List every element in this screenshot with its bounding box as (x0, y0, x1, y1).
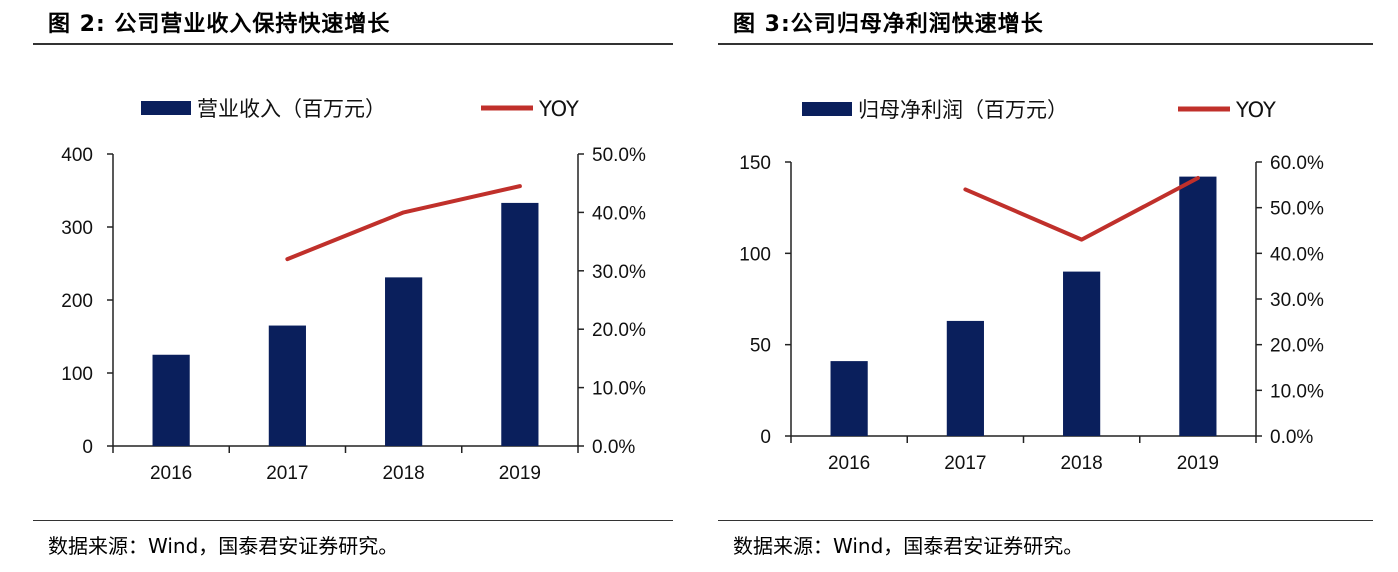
bar (1179, 176, 1217, 436)
source-note: 数据来源：Wind，国泰君安证券研究。 (48, 534, 399, 558)
chart-panel-net-profit: 图 3:公司归母净利润快速增长 归母净利润（百万元） YOY 150 100 50 0 60… (718, 0, 1373, 572)
right-tick-label: 20.0% (1270, 336, 1324, 357)
bar (946, 320, 984, 436)
net-profit-chart: 归母净利润（百万元） YOY 150 100 50 0 60.0% 50.0% 40.0% 30.… (739, 98, 1324, 474)
x-tick-label: 2019 (499, 463, 541, 484)
bar (830, 361, 868, 436)
left-tick-label: 50 (750, 336, 771, 357)
x-tick-label: 2019 (1177, 453, 1219, 474)
chart-title: 图 2: 公司营业收入保持快速增长 (48, 12, 391, 37)
legend-bar-label: 归母净利润（百万元） (858, 98, 1068, 122)
x-tick-label: 2016 (828, 453, 870, 474)
x-tick-label: 2018 (382, 463, 424, 484)
x-tick-label: 2017 (266, 463, 308, 484)
right-tick-label: 10.0% (1270, 381, 1324, 402)
left-tick-label: 0 (82, 437, 93, 458)
x-tick-label: 2016 (150, 463, 192, 484)
title-divider (33, 43, 673, 45)
x-tick-label: 2018 (1060, 453, 1102, 474)
chart-panel-revenue: 图 2: 公司营业收入保持快速增长 营业收入（百万元） YOY 400 300 200 1… (33, 0, 673, 572)
right-tick-label: 30.0% (592, 262, 646, 283)
right-tick-label: 20.0% (592, 320, 646, 341)
right-tick-label: 0.0% (1270, 427, 1313, 448)
right-tick-label: 50.0% (592, 145, 646, 166)
right-tick-label: 30.0% (1270, 290, 1324, 311)
source-divider (718, 520, 1373, 521)
right-tick-label: 50.0% (1270, 199, 1324, 220)
left-tick-label: 400 (61, 145, 93, 166)
right-tick-label: 40.0% (592, 203, 646, 224)
right-tick-label: 10.0% (592, 379, 646, 400)
left-tick-label: 100 (61, 364, 93, 385)
left-tick-label: 0 (760, 427, 771, 448)
left-tick-label: 300 (61, 218, 93, 239)
bar (268, 325, 306, 446)
right-tick-label: 60.0% (1270, 153, 1324, 174)
title-divider (718, 43, 1373, 45)
right-tick-label: 40.0% (1270, 244, 1324, 265)
bar (385, 277, 423, 446)
source-note: 数据来源：Wind，国泰君安证券研究。 (733, 534, 1084, 558)
legend-bar-swatch (802, 102, 852, 116)
legend-bar-label: 营业收入（百万元） (197, 97, 386, 121)
right-tick-label: 0.0% (592, 437, 635, 458)
yoy-line (285, 184, 522, 262)
x-tick-label: 2017 (944, 453, 986, 474)
yoy-line (963, 175, 1200, 242)
bar (1063, 271, 1101, 436)
legend-bar-swatch (141, 101, 191, 115)
bar (152, 354, 190, 446)
legend-line-label: YOY (1235, 98, 1276, 122)
chart-title: 图 3:公司归母净利润快速增长 (733, 12, 1044, 37)
source-divider (33, 520, 673, 521)
left-tick-label: 100 (739, 244, 771, 265)
legend-line-label: YOY (538, 97, 579, 121)
left-tick-label: 200 (61, 291, 93, 312)
revenue-chart: 营业收入（百万元） YOY 400 300 200 100 0 50.0% 40.0% 30.0%… (61, 97, 646, 484)
left-tick-label: 150 (739, 153, 771, 174)
bar (501, 202, 539, 446)
